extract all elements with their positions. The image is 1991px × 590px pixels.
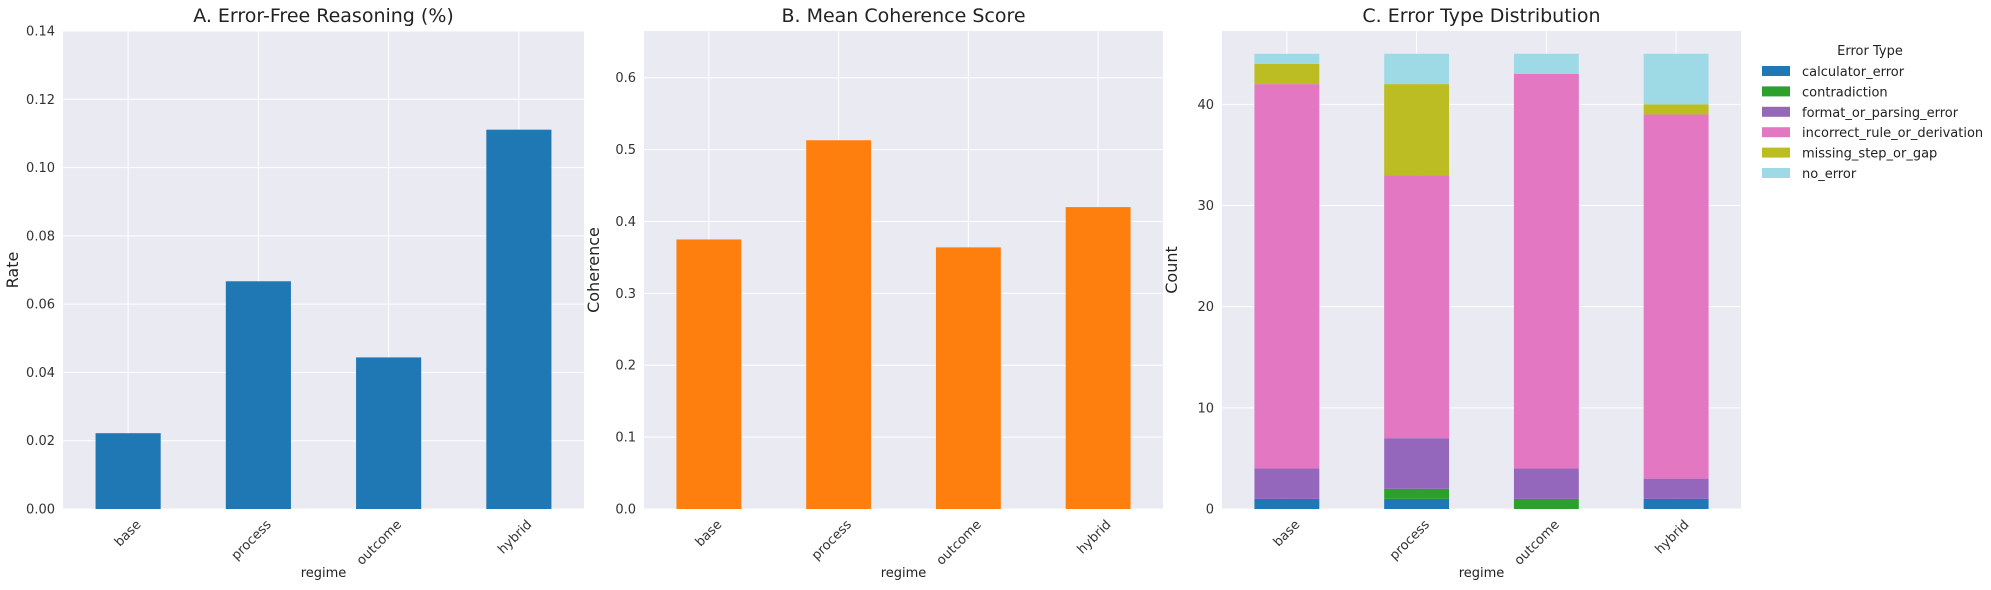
y-axis-label: Rate — [3, 252, 22, 289]
bar-segment-format_or_parsing_error-hybrid — [1643, 478, 1709, 499]
x-tick-label: hybrid — [1653, 517, 1693, 557]
y-tick-label: 30 — [1197, 199, 1214, 214]
x-axis-label: regime — [1459, 566, 1505, 581]
bar-segment-no_error-hybrid — [1643, 53, 1709, 105]
bar-outcome — [356, 357, 422, 509]
legend-swatch-format_or_parsing_error — [1762, 106, 1790, 117]
x-tick-label: hybrid — [495, 517, 535, 557]
bar-segment-calculator_error-base — [1254, 498, 1320, 509]
bar-process — [225, 281, 291, 509]
x-tick-label: process — [809, 517, 855, 563]
x-tick-label: base — [693, 517, 726, 550]
bar-process — [806, 140, 872, 509]
legend-label-no_error: no_error — [1802, 167, 1857, 182]
y-tick-label: 0.1 — [615, 431, 636, 446]
y-tick-label: 0.14 — [26, 25, 55, 40]
x-tick-label: base — [112, 517, 145, 550]
y-tick-label: 0.2 — [615, 359, 636, 374]
bar-segment-incorrect_rule_or_derivation-outcome — [1513, 73, 1579, 469]
legend-swatch-missing_step_or_gap — [1762, 147, 1790, 158]
panel-b-mean-coherence-score: 0.0 0.1 0.2 0.3 0.4 0.5 0.6 base process outcome h… — [584, 5, 1163, 581]
chart-title: B. Mean Coherence Score — [781, 5, 1025, 27]
bar-hybrid — [1065, 207, 1131, 509]
y-tick-label: 0.10 — [26, 161, 55, 176]
bar-segment-missing_step_or_gap-process — [1384, 84, 1450, 176]
y-tick-label: 40 — [1197, 98, 1214, 113]
y-tick-label: 0.06 — [26, 298, 55, 313]
bar-base — [95, 433, 161, 509]
x-axis-label: regime — [301, 566, 347, 581]
bar-segment-no_error-outcome — [1513, 53, 1579, 74]
x-axis-label: regime — [881, 566, 927, 581]
y-tick-label: 0.4 — [615, 215, 636, 230]
x-tick-label: process — [229, 517, 275, 563]
legend-swatch-calculator_error — [1762, 66, 1790, 76]
y-tick-label: 0.3 — [615, 287, 636, 302]
bar-segment-format_or_parsing_error-base — [1254, 468, 1320, 499]
y-axis-label: Count — [1162, 246, 1181, 294]
legend-swatch-no_error — [1762, 168, 1790, 178]
panel-c-error-type-distribution: 0 10 20 30 40 base process outcome hybrid C. Erro… — [1162, 5, 1741, 581]
x-tick-label: outcome — [934, 517, 985, 568]
bar-segment-calculator_error-hybrid — [1643, 498, 1709, 509]
bar-segment-incorrect_rule_or_derivation-base — [1254, 84, 1320, 469]
x-tick-label: outcome — [354, 517, 405, 568]
bar-segment-format_or_parsing_error-process — [1384, 438, 1450, 489]
bar-segment-calculator_error-process — [1384, 498, 1450, 509]
bar-segment-contradiction-process — [1384, 488, 1450, 499]
x-tick-label: base — [1271, 517, 1304, 550]
x-tick-label: hybrid — [1075, 517, 1115, 557]
bar-segment-no_error-process — [1384, 53, 1450, 85]
chart-title: C. Error Type Distribution — [1362, 5, 1600, 27]
y-axis-label: Coherence — [584, 227, 603, 313]
bar-segment-missing_step_or_gap-base — [1254, 63, 1320, 85]
legend-title: Error Type — [1837, 44, 1903, 59]
x-tick-label: process — [1387, 517, 1433, 563]
bar-segment-contradiction-outcome — [1513, 498, 1579, 509]
bar-segment-format_or_parsing_error-outcome — [1513, 468, 1579, 499]
y-tick-label: 0 — [1206, 503, 1214, 518]
y-tick-label: 10 — [1197, 401, 1214, 416]
bar-hybrid — [486, 129, 552, 509]
legend-label-missing_step_or_gap: missing_step_or_gap — [1802, 147, 1937, 162]
y-tick-label: 20 — [1197, 300, 1214, 315]
bar-segment-incorrect_rule_or_derivation-hybrid — [1643, 114, 1709, 479]
bar-segment-missing_step_or_gap-hybrid — [1643, 104, 1709, 115]
bar-base — [676, 239, 742, 510]
y-tick-label: 0.02 — [26, 434, 55, 449]
y-tick-label: 0.5 — [615, 143, 636, 158]
legend-swatch-incorrect_rule_or_derivation — [1762, 127, 1790, 138]
y-tick-label: 0.00 — [26, 503, 55, 518]
legend-label-incorrect_rule_or_derivation: incorrect_rule_or_derivation — [1802, 126, 1983, 141]
bar-outcome — [935, 247, 1001, 509]
legend-label-format_or_parsing_error: format_or_parsing_error — [1802, 106, 1959, 121]
bar-segment-incorrect_rule_or_derivation-process — [1384, 175, 1450, 439]
y-tick-label: 0.08 — [26, 229, 55, 244]
legend-label-calculator_error: calculator_error — [1802, 65, 1905, 80]
bar-segment-no_error-base — [1254, 53, 1320, 64]
legend-swatch-contradiction — [1762, 86, 1790, 97]
y-tick-label: 0.12 — [26, 93, 55, 108]
x-tick-label: outcome — [1512, 517, 1563, 568]
y-tick-label: 0.0 — [615, 503, 636, 518]
legend: Error Type calculator_error contradiction f… — [1762, 44, 1983, 182]
y-tick-label: 0.04 — [26, 366, 55, 381]
y-tick-label: 0.6 — [615, 71, 636, 86]
legend-label-contradiction: contradiction — [1802, 85, 1888, 100]
chart-title: A. Error-Free Reasoning (%) — [193, 5, 454, 27]
panel-a-error-free-reasoning: 0.00 0.02 0.04 0.06 0.08 0.10 0.12 0.14 base proc… — [3, 5, 584, 581]
